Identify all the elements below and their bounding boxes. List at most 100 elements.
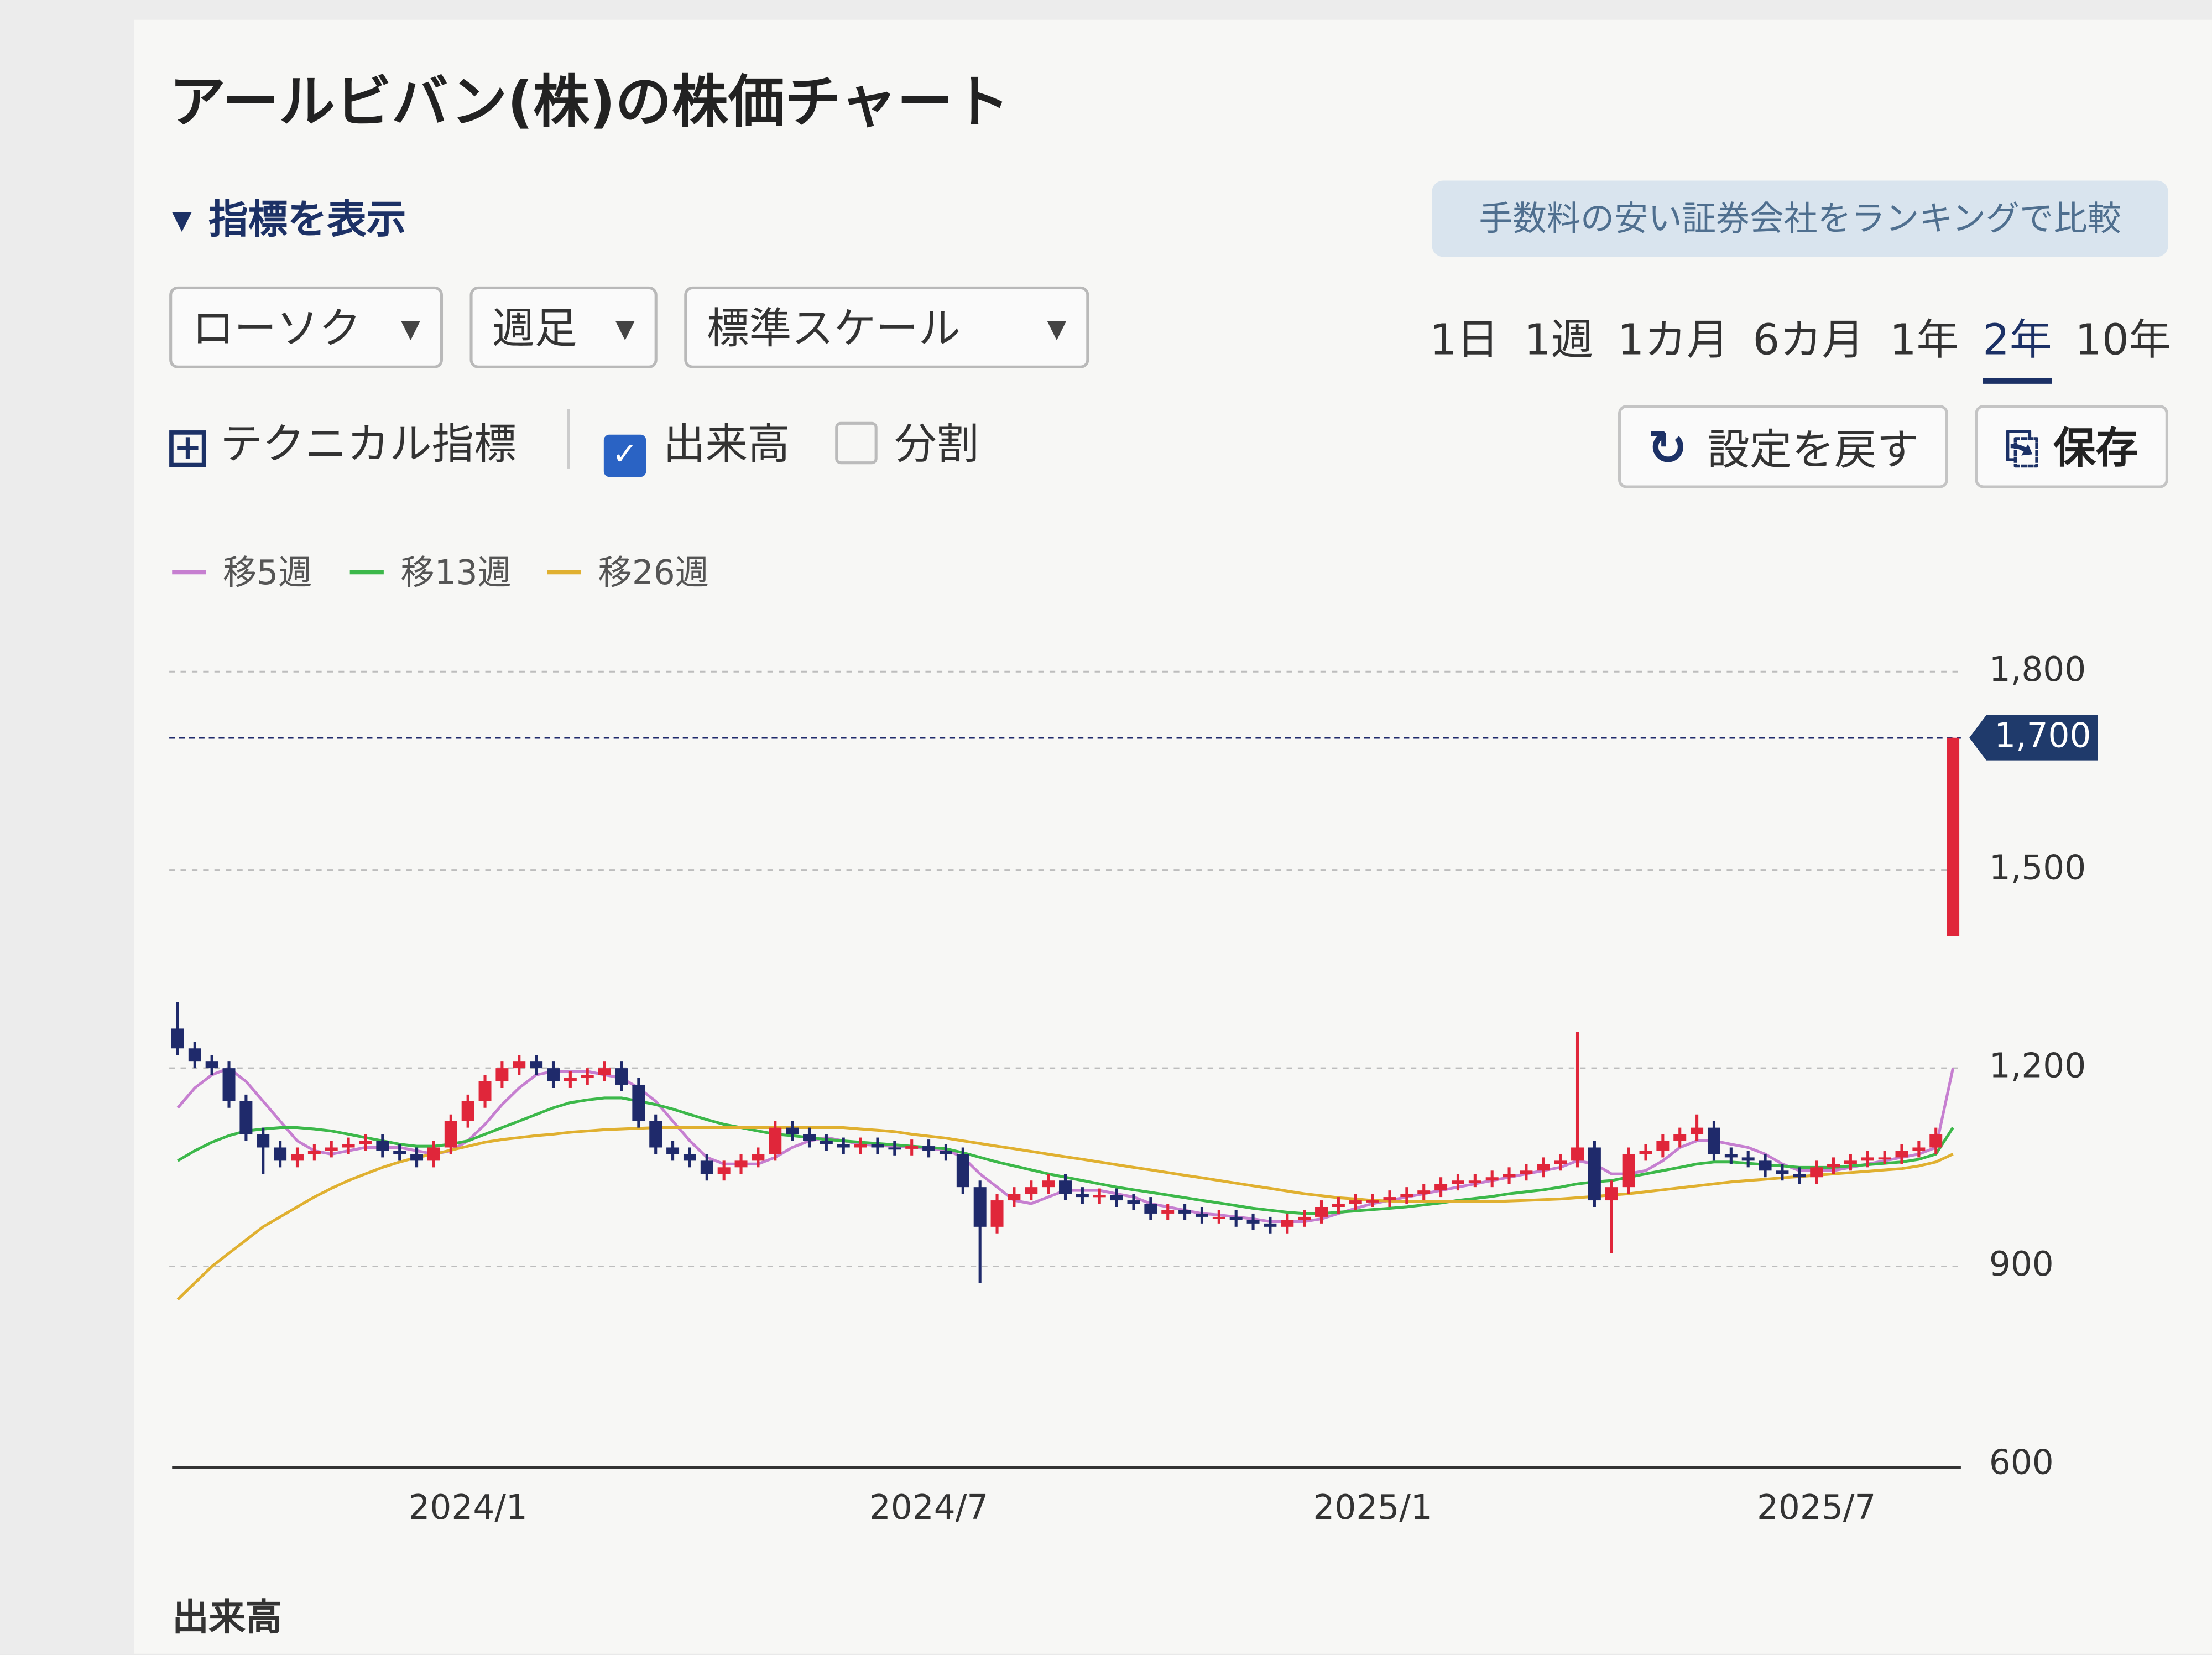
candle-body — [1844, 1160, 1857, 1164]
checkbox: ✓ — [603, 434, 646, 477]
candle-body — [1929, 1134, 1943, 1148]
separator — [567, 409, 570, 469]
candle-body — [359, 1141, 372, 1144]
candle-body — [871, 1144, 884, 1148]
period-tab[interactable]: 2年 — [1983, 305, 2052, 384]
candle-body — [1229, 1216, 1243, 1220]
candle-body — [1195, 1213, 1208, 1217]
period-tab[interactable]: 6カ月 — [1752, 316, 1865, 366]
technical-label: テクニカル指標 — [220, 420, 517, 470]
candle-body — [1485, 1177, 1499, 1181]
candle-body — [1639, 1151, 1652, 1154]
legend-item: 移13週 — [349, 545, 512, 594]
candle-body — [1571, 1147, 1584, 1161]
candle-body — [1008, 1194, 1021, 1201]
candle-body — [1093, 1195, 1106, 1198]
price-tag-label: 1,700 — [1994, 716, 2091, 755]
candle-body — [922, 1146, 936, 1151]
toggle-icon: ▼ — [172, 206, 192, 236]
split-checkbox[interactable]: 分割 — [835, 409, 979, 471]
select-value: ローソク — [191, 305, 362, 355]
candle-body — [1912, 1147, 1926, 1151]
candle-body — [1366, 1200, 1379, 1203]
legend-swatch — [547, 570, 582, 575]
toggle-label: 指標を表示 — [208, 196, 406, 243]
candle-body — [700, 1160, 713, 1174]
candle-body — [1468, 1180, 1481, 1183]
candle-body — [495, 1068, 509, 1082]
x-tick-label: 2024/7 — [869, 1488, 988, 1527]
candle-body — [1605, 1187, 1618, 1201]
legend-label: 移26週 — [598, 553, 709, 593]
candle-body — [956, 1154, 969, 1188]
candle-body — [1076, 1194, 1089, 1198]
candle-body — [325, 1147, 338, 1151]
save-button[interactable]: ⎘ 保存 — [1975, 405, 2168, 488]
candle-body — [1707, 1127, 1720, 1154]
chart-style-select[interactable]: ローソク ▼ — [169, 286, 444, 368]
reset-icon: ↻ — [1647, 420, 1688, 477]
candle-body — [1691, 1127, 1704, 1134]
broker-link[interactable]: 手数料の安い証券会社をランキングで比較 — [1432, 180, 2168, 257]
legend-item: 移5週 — [172, 545, 312, 594]
candle-body — [888, 1147, 901, 1150]
candle-body — [1878, 1157, 1891, 1160]
candle-body — [1383, 1197, 1396, 1201]
reset-label: 設定を戻す — [1707, 426, 1919, 476]
candle-body — [1127, 1200, 1140, 1204]
y-tick-label: 1,500 — [1989, 848, 2086, 887]
period-tab[interactable]: 10年 — [2075, 316, 2172, 366]
candle-body — [615, 1068, 628, 1085]
period-tab[interactable]: 1週 — [1524, 316, 1594, 366]
candle-body — [1724, 1154, 1738, 1158]
candle-body — [1741, 1157, 1755, 1161]
candle-body — [803, 1134, 816, 1141]
candle-body — [1025, 1187, 1038, 1194]
candle-body — [734, 1160, 748, 1168]
interval-select[interactable]: 週足 ▼ — [469, 286, 658, 368]
candle-body — [939, 1151, 952, 1154]
checkbox — [835, 421, 878, 465]
candle-body — [1861, 1157, 1874, 1161]
dropdown-arrow: ▼ — [400, 314, 421, 345]
period-tab[interactable]: 1日 — [1430, 316, 1499, 366]
candle-body — [752, 1154, 765, 1161]
checkbox-label: 分割 — [894, 420, 979, 470]
candle-body — [1451, 1180, 1464, 1184]
candle-body — [666, 1147, 680, 1154]
indicator-toggle[interactable]: ▼ 指標を表示 — [172, 189, 406, 246]
candle-body — [1332, 1204, 1345, 1207]
volume-checkbox[interactable]: ✓ 出来高 — [603, 409, 790, 477]
technical-button[interactable]: + テクニカル指標 — [169, 409, 517, 471]
reset-button[interactable]: ↻ 設定を戻す — [1618, 405, 1948, 488]
period-tab[interactable]: 1カ月 — [1617, 316, 1729, 366]
candle-body — [649, 1121, 662, 1148]
candle-body — [1656, 1141, 1670, 1151]
candle-body — [461, 1101, 474, 1121]
price-tag — [1969, 715, 2098, 761]
candle-body — [1144, 1204, 1157, 1214]
candle-body — [1178, 1210, 1192, 1214]
candle-body — [188, 1048, 201, 1062]
candle-body — [1059, 1180, 1072, 1194]
candle-body — [222, 1068, 236, 1101]
candle-body — [1827, 1164, 1840, 1168]
period-tab[interactable]: 1年 — [1889, 316, 1959, 366]
legend-item: 移26週 — [547, 545, 709, 594]
select-value: 週足 — [492, 305, 577, 355]
candle-body — [1759, 1160, 1772, 1171]
candle-body — [1434, 1184, 1448, 1191]
candle-body — [257, 1134, 270, 1148]
save-label: 保存 — [2053, 424, 2138, 475]
candle-body — [274, 1147, 287, 1161]
scale-select[interactable]: 標準スケール ▼ — [684, 286, 1089, 368]
candle-body — [1400, 1194, 1413, 1198]
plus-icon: + — [169, 430, 206, 467]
candle-body — [854, 1144, 867, 1148]
candle-body — [171, 1028, 184, 1049]
candle-body — [291, 1154, 304, 1161]
candle-body — [1588, 1147, 1601, 1201]
candle-body — [1554, 1160, 1567, 1164]
